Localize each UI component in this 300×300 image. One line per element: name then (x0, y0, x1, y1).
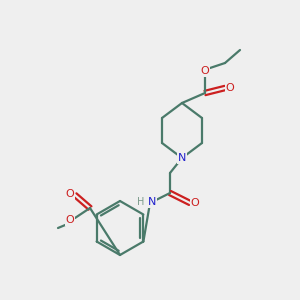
Text: O: O (66, 215, 74, 225)
Text: O: O (190, 198, 200, 208)
Text: N: N (178, 153, 186, 163)
Text: O: O (201, 66, 209, 76)
Text: O: O (226, 83, 234, 93)
Text: N: N (148, 197, 156, 207)
Text: H: H (137, 197, 145, 207)
Text: O: O (66, 189, 74, 199)
